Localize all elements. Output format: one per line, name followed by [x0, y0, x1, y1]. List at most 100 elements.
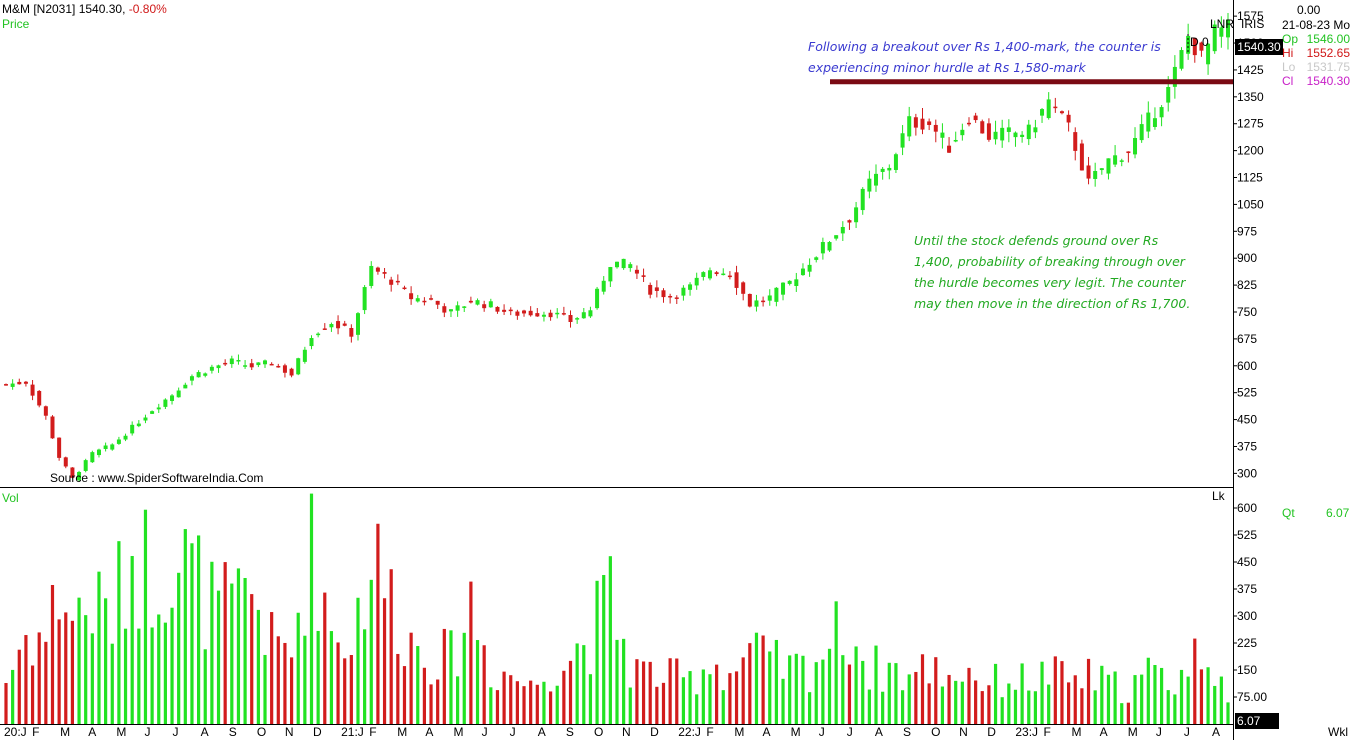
candle: [1006, 119, 1011, 143]
candle: [834, 235, 839, 241]
volume-bar: [608, 556, 612, 724]
volume-bar: [907, 674, 911, 724]
volume-bar: [529, 680, 533, 724]
lnr-label[interactable]: LNR: [1210, 17, 1235, 31]
volume-bar: [210, 561, 214, 724]
candle: [1066, 110, 1071, 132]
volume-bar: [1040, 661, 1044, 724]
ohlc-value: 1540.30: [1306, 74, 1350, 88]
qt-value: 6.07: [1326, 506, 1350, 520]
candle: [734, 265, 739, 295]
candle: [1020, 131, 1025, 143]
candle: [993, 120, 998, 145]
timeframe-label[interactable]: Wkl: [1328, 725, 1348, 739]
volume-bar: [993, 663, 998, 724]
candle: [913, 113, 918, 136]
volume-bar: [356, 597, 360, 724]
candle: [694, 272, 699, 290]
symbol-header: M&M [N2031] 1540.30, -0.80%: [2, 2, 167, 16]
volume-bar: [442, 628, 446, 724]
volume-bar: [774, 639, 778, 724]
candlestick-series: [4, 12, 1230, 482]
volume-bar: [708, 674, 712, 724]
candle: [840, 221, 845, 241]
candle: [754, 294, 759, 312]
candle: [940, 123, 945, 149]
candle: [1146, 101, 1151, 139]
candle: [435, 300, 440, 309]
candle: [495, 306, 500, 314]
price-tick-label: 750: [1237, 305, 1257, 319]
volume-bar: [1020, 663, 1024, 724]
time-tick-label: 21:J: [341, 725, 364, 739]
candle: [322, 323, 327, 330]
price-tick-label: 1425: [1237, 63, 1264, 77]
volume-bar: [296, 612, 300, 724]
candle: [641, 268, 646, 282]
volume-bar: [77, 597, 81, 724]
volume-bar: [1047, 684, 1051, 724]
volume-bar: [336, 642, 340, 724]
candle: [581, 307, 586, 319]
candle: [389, 276, 394, 292]
volume-bar: [602, 575, 606, 724]
volume-bar: [834, 601, 838, 724]
candle: [309, 335, 314, 350]
candle: [429, 294, 434, 301]
ohlc-value: 1546.00: [1306, 32, 1350, 46]
candle: [707, 267, 712, 281]
iris-label[interactable]: IRIS: [1241, 17, 1265, 31]
candle: [1133, 127, 1138, 159]
price-tick-label: 900: [1237, 251, 1257, 265]
volume-bar: [582, 645, 586, 724]
price-tick-label: 1200: [1237, 144, 1264, 158]
candle: [163, 398, 168, 410]
volume-bar: [788, 655, 792, 724]
volume-bar: [429, 684, 433, 724]
volume-bar: [920, 654, 925, 724]
candle: [674, 295, 679, 304]
candle: [575, 316, 580, 324]
candle: [1040, 107, 1045, 123]
time-tick-label: D: [650, 725, 659, 739]
candle: [263, 359, 268, 368]
volume-bar: [24, 635, 28, 724]
price-tick-label: 1050: [1237, 197, 1264, 211]
candle: [156, 403, 161, 413]
volume-bar: [216, 590, 221, 724]
time-tick-label: M: [1128, 725, 1138, 739]
volume-bar: [250, 594, 254, 724]
candle: [409, 286, 414, 305]
candle: [927, 118, 932, 131]
volume-bar: [1186, 676, 1190, 724]
volume-bar: [4, 683, 8, 724]
time-tick-label: 23:J: [1015, 725, 1038, 739]
price-axis: 300 375 450 525 600 675 750 825 900 975 1050 1125 12…: [1233, 9, 1264, 480]
volume-bar: [1113, 671, 1117, 724]
time-tick-label: M: [397, 725, 407, 739]
candle: [1126, 151, 1131, 163]
time-tick-label: O: [257, 725, 266, 739]
volume-bar: [230, 583, 234, 724]
volume-bar: [867, 689, 871, 724]
time-tick-label: M: [453, 725, 463, 739]
candle: [1046, 92, 1051, 120]
time-tick-label: J: [144, 725, 150, 739]
candle: [362, 285, 367, 315]
volume-bar: [389, 569, 393, 724]
volume-bar: [170, 607, 174, 724]
time-tick-label: D: [987, 725, 996, 739]
volume-bar: [396, 653, 400, 724]
time-tick-label: A: [763, 725, 771, 739]
candle: [37, 390, 42, 408]
ohlc-key: Hi: [1282, 46, 1294, 60]
volume-bar: [495, 690, 500, 724]
volume-bar: [416, 646, 420, 724]
candle: [681, 285, 686, 301]
candle: [767, 289, 772, 306]
volume-bar: [1173, 694, 1177, 724]
volume-bar: [256, 609, 260, 724]
candle: [116, 436, 121, 445]
candle: [136, 420, 141, 428]
candle: [355, 312, 360, 341]
